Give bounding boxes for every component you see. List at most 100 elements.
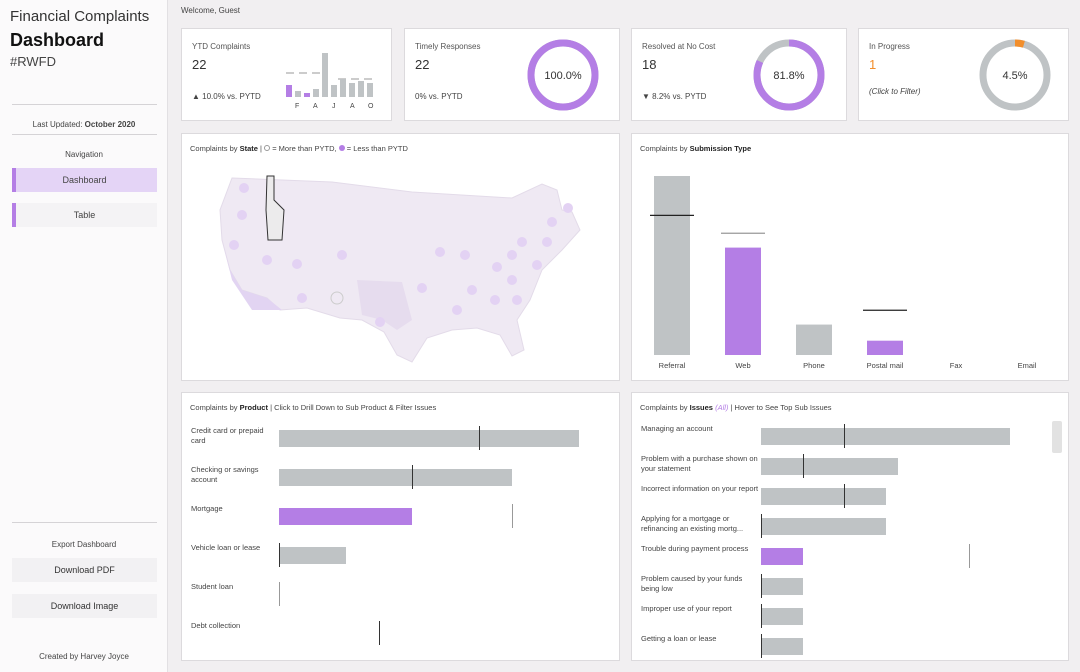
state-markers xyxy=(229,183,573,327)
title-suffix: | Hover to See Top Sub Issues xyxy=(730,403,832,412)
product-reference-tick xyxy=(279,543,280,567)
download-pdf-button[interactable]: Download PDF xyxy=(12,558,157,582)
title-bold: Submission Type xyxy=(689,144,752,153)
spark-bar xyxy=(313,89,319,97)
product-label: Checking or savings account xyxy=(191,465,259,484)
issues-filter-all[interactable]: (All) xyxy=(715,403,729,412)
product-bar[interactable] xyxy=(279,430,579,447)
submission-bar[interactable] xyxy=(796,324,832,355)
product-bar[interactable] xyxy=(279,508,413,525)
dashboard-title-line1: Financial Complaints xyxy=(10,8,150,25)
legend-open-circle-icon xyxy=(264,145,271,151)
issue-bar[interactable] xyxy=(761,638,803,655)
spark-label: J xyxy=(332,103,336,110)
title-bold: Issues xyxy=(689,403,713,412)
kpi-value: 18 xyxy=(642,57,657,72)
issue-label: Incorrect information on your report xyxy=(641,484,759,493)
product-reference-tick xyxy=(379,621,380,645)
download-image-button[interactable]: Download Image xyxy=(12,594,157,618)
product-bar[interactable] xyxy=(279,469,513,486)
dashboard-hashtag: #RWFD xyxy=(10,54,56,69)
state-marker xyxy=(563,203,573,213)
spark-label: A xyxy=(313,103,318,110)
issue-reference-tick xyxy=(844,424,845,448)
us-map[interactable] xyxy=(212,170,602,370)
product-label: Mortgage xyxy=(191,504,223,513)
nav-dashboard-button[interactable]: Dashboard xyxy=(12,168,157,192)
spark-label: O xyxy=(368,103,374,110)
kpi-value: 1 xyxy=(869,57,877,72)
donut-percent: 4.5% xyxy=(1002,70,1027,82)
kpi-progress-card[interactable]: In Progress 1 (Click to Filter) 4.5% xyxy=(858,28,1069,121)
issue-bar[interactable] xyxy=(761,428,1010,445)
state-marker xyxy=(262,255,272,265)
submission-axis-label: Fax xyxy=(950,361,963,370)
product-reference-tick xyxy=(479,426,480,450)
donut-arc xyxy=(527,39,599,111)
legend-less: = Less than PYTD xyxy=(346,144,408,153)
state-map-card[interactable]: Complaints by State | = More than PYTD, … xyxy=(181,133,620,381)
kpi-timely-card[interactable]: Timely Responses 22 0% vs. PYTD 100.0% xyxy=(404,28,620,121)
state-marker xyxy=(512,295,522,305)
issue-bar[interactable] xyxy=(761,518,886,535)
spark-bar xyxy=(286,85,292,97)
kpi-resolved-card[interactable]: Resolved at No Cost 18 ▼ 8.2% vs. PYTD 8… xyxy=(631,28,847,121)
state-marker xyxy=(237,210,247,220)
sidebar: Financial Complaints Dashboard #RWFD Las… xyxy=(0,0,168,672)
submission-bar[interactable] xyxy=(867,340,903,355)
divider xyxy=(12,134,157,135)
timely-donut: 100.0% xyxy=(527,39,599,111)
product-reference-tick xyxy=(412,465,414,489)
state-marker xyxy=(292,259,302,269)
issue-bar[interactable] xyxy=(761,488,886,505)
chart-title: Complaints by Issues (All) | Hover to Se… xyxy=(640,403,832,412)
spark-bar xyxy=(295,91,301,97)
state-marker xyxy=(507,250,517,260)
scrollbar-thumb[interactable] xyxy=(1052,421,1062,453)
submission-bar[interactable] xyxy=(725,247,761,355)
product-bar[interactable] xyxy=(279,547,346,564)
product-card[interactable]: Complaints by Product | Click to Drill D… xyxy=(181,392,620,661)
issue-reference-tick xyxy=(802,454,804,478)
kpi-filter-note[interactable]: (Click to Filter) xyxy=(869,87,921,96)
title-prefix: Complaints by xyxy=(640,144,688,153)
submission-chart[interactable]: Referral Web Phone Postal mail Fax Email xyxy=(632,134,1068,380)
submission-bar[interactable] xyxy=(654,176,690,355)
nav-heading: Navigation xyxy=(65,150,103,159)
issue-label: Getting a loan or lease xyxy=(641,634,717,643)
issue-label: Problem caused by your funds being low xyxy=(641,574,743,593)
submission-type-card[interactable]: Complaints by Submission Type Referral We… xyxy=(631,133,1069,381)
kpi-ytd-card[interactable]: YTD Complaints 22 ▲ 10.0% vs. PYTD F A J… xyxy=(181,28,392,121)
state-marker xyxy=(532,260,542,270)
created-by: Created by Harvey Joyce xyxy=(39,652,129,661)
issue-bar[interactable] xyxy=(761,578,803,595)
nav-table-button[interactable]: Table xyxy=(12,203,157,227)
issue-bar[interactable] xyxy=(761,458,898,475)
state-marker xyxy=(452,305,462,315)
product-label: Credit card or prepaid card xyxy=(191,426,264,445)
title-prefix: Complaints by xyxy=(640,403,688,412)
issue-reference-tick xyxy=(968,544,970,568)
state-marker xyxy=(297,293,307,303)
kpi-label: Resolved at No Cost xyxy=(642,42,716,51)
title-suffix: | Click to Drill Down to Sub Product & F… xyxy=(270,403,437,412)
state-marker xyxy=(239,183,249,193)
spark-bar xyxy=(367,83,373,97)
donut-arc xyxy=(753,39,825,111)
title-prefix: Complaints by xyxy=(190,144,238,153)
state-idaho-highlight xyxy=(265,175,285,241)
spark-bar xyxy=(304,93,310,97)
nav-dashboard-label: Dashboard xyxy=(62,175,107,185)
issue-bar[interactable] xyxy=(761,608,803,625)
submission-axis-label: Web xyxy=(735,361,750,370)
submission-axis-label: Phone xyxy=(803,361,825,370)
issues-card[interactable]: Complaints by Issues (All) | Hover to Se… xyxy=(631,392,1069,661)
spark-bar xyxy=(322,53,328,97)
state-marker xyxy=(375,317,385,327)
donut-percent: 100.0% xyxy=(544,70,582,82)
product-reference-tick xyxy=(279,582,280,606)
issue-label: Improper use of your report xyxy=(641,604,732,613)
issue-bar[interactable] xyxy=(761,548,803,565)
state-marker xyxy=(547,217,557,227)
last-updated-value: October 2020 xyxy=(84,120,136,129)
